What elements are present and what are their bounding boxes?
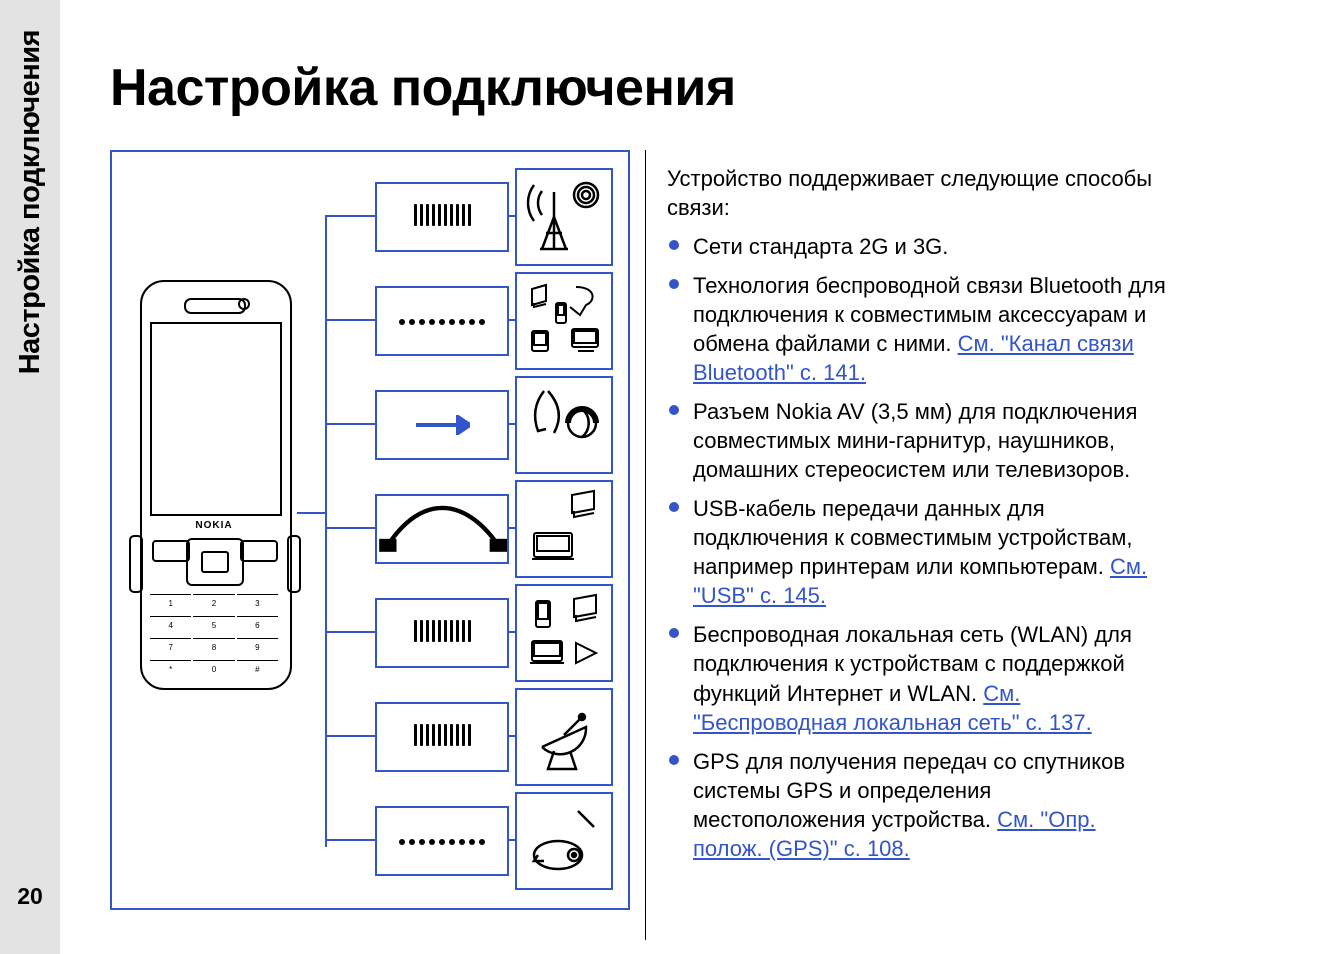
bluetooth-devices-icon xyxy=(515,272,613,370)
cell-tower-icon xyxy=(515,168,613,266)
page-number: 20 xyxy=(0,883,60,910)
signal-bars-icon xyxy=(375,182,509,252)
gps-module-icon xyxy=(515,792,613,890)
list-item: GPS для получения передач со спутников с… xyxy=(667,747,1167,863)
list-item-text: Разъем Nokia AV (3,5 мм) для подключения… xyxy=(693,399,1137,482)
signal-bars-icon xyxy=(375,598,509,668)
wlan-devices-icon xyxy=(515,584,613,682)
list-item: Технология беспроводной связи Bluetooth … xyxy=(667,271,1167,387)
laptop-printer-icon xyxy=(515,480,613,578)
section-side-label-text: Настройка подключения xyxy=(14,30,47,374)
satellite-dish-icon xyxy=(515,688,613,786)
phone-brand-label: NOKIA xyxy=(130,520,298,531)
list-item: Сети стандарта 2G и 3G. xyxy=(667,232,1167,261)
arrow-right-icon xyxy=(375,390,509,460)
signal-dots-icon xyxy=(375,806,509,876)
bullet-list: Сети стандарта 2G и 3G. Технология беспр… xyxy=(667,232,1167,863)
column-divider xyxy=(645,150,646,940)
section-side-label: Настройка подключения xyxy=(0,0,60,800)
list-item: Беспроводная локальная сеть (WLAN) для п… xyxy=(667,620,1167,736)
usb-cable-icon xyxy=(375,494,509,564)
headset-icon xyxy=(515,376,613,474)
signal-dots-icon xyxy=(375,286,509,356)
list-item: USB-кабель передачи данных для подключен… xyxy=(667,494,1167,610)
connectivity-diagram: NOKIA 123 456 789 *0# xyxy=(110,150,630,910)
list-item: Разъем Nokia AV (3,5 мм) для подключения… xyxy=(667,397,1167,484)
intro-text: Устройство поддерживает следующие способ… xyxy=(667,164,1167,222)
list-item-text: Беспроводная локальная сеть (WLAN) для п… xyxy=(693,622,1132,705)
list-item-text: Сети стандарта 2G и 3G. xyxy=(693,234,948,259)
page-title: Настройка подключения xyxy=(110,58,736,118)
signal-bars-icon xyxy=(375,702,509,772)
list-item-text: USB-кабель передачи данных для подключен… xyxy=(693,496,1133,579)
text-column: Устройство поддерживает следующие способ… xyxy=(661,150,1167,920)
phone-illustration: NOKIA 123 456 789 *0# xyxy=(130,280,300,690)
